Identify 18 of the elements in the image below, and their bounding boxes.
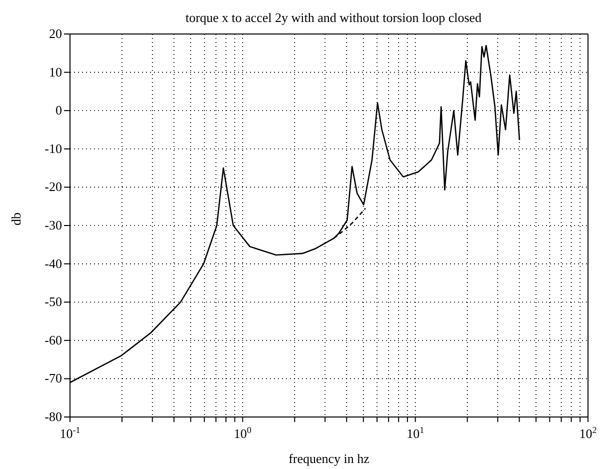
y-tick-label: -10	[44, 140, 62, 156]
y-tick-label: -20	[44, 179, 62, 194]
x-tick-label: 10$^{0}$	[234, 425, 252, 441]
y-tick-label: -30	[44, 218, 62, 232]
y-tick-label: -50	[44, 294, 62, 310]
y-axis-title: db	[8, 212, 24, 226]
y-tick-label: -80	[44, 409, 62, 424]
y-tick-label: 0	[56, 102, 62, 118]
x-tick-label: 10$^{-1}$	[60, 425, 80, 441]
chart-title: torque x to accel 2y with and without torsion loop closed	[184, 10, 483, 26]
x-tick-label: 10$^{2}$	[579, 425, 597, 441]
x-tick-label: 10$^{1}$	[406, 425, 424, 441]
y-tick-label: 10	[49, 64, 62, 80]
y-tick-label: -40	[44, 256, 62, 271]
y-tick-label: -70	[44, 370, 62, 386]
y-tick-label: 20	[49, 26, 62, 41]
y-tick-label: -60	[44, 332, 62, 348]
x-axis-title: frequency in hz	[288, 451, 370, 466]
